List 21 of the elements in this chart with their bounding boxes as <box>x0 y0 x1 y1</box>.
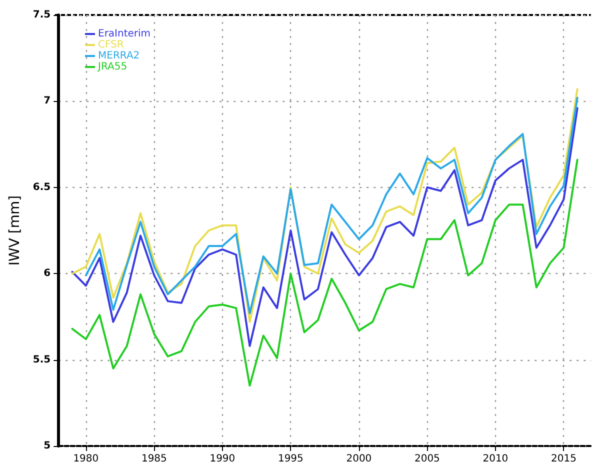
y-tick-label: 6 <box>44 268 51 280</box>
y-tick-label: 6.5 <box>32 182 51 193</box>
y-tick-label: 5 <box>44 440 51 452</box>
legend-label: MERRA2 <box>98 50 140 62</box>
legend-label: JRA55 <box>97 62 128 72</box>
x-tick-label: 1985 <box>141 454 167 464</box>
x-tick-label: 2015 <box>550 454 576 464</box>
y-axis-title: IWV [mm] <box>7 195 23 266</box>
y-tick-label: 7.5 <box>32 10 51 20</box>
x-tick-label: 1980 <box>73 454 99 464</box>
x-tick-label: 2000 <box>346 454 372 464</box>
x-tick-label: 2005 <box>414 454 440 464</box>
x-tick-label: 1990 <box>210 454 236 464</box>
line-series <box>71 107 578 348</box>
y-tick-label: 7 <box>44 96 51 107</box>
x-tick-label: 1995 <box>278 454 304 464</box>
line-series <box>71 158 578 387</box>
legend-label: EraInterim <box>98 28 151 40</box>
y-tick-label: 5.5 <box>32 354 51 366</box>
x-tick-label: 2010 <box>482 454 508 464</box>
legend-label: CFSR <box>98 40 124 50</box>
